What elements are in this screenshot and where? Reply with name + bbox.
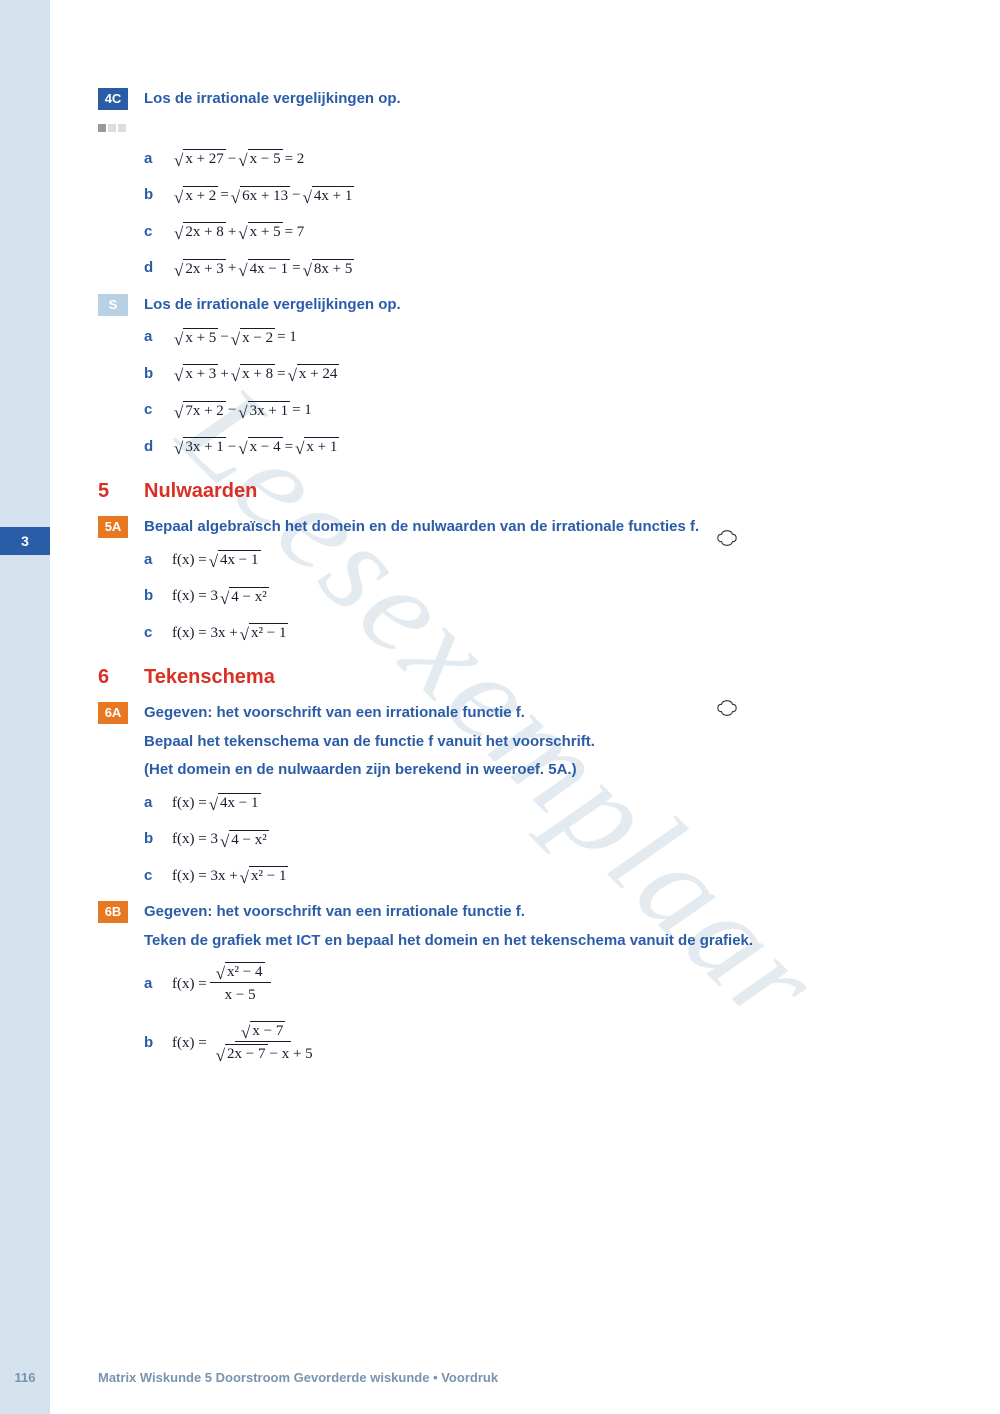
chapter-tab: 3 bbox=[0, 527, 50, 555]
equation-s-c: √7x + 2 − √3x + 1 = 1 bbox=[172, 399, 312, 422]
equation-s-d: √3x + 1 − √x − 4 = √x + 1 bbox=[172, 436, 341, 459]
label-d: d bbox=[144, 257, 172, 280]
label-b: b bbox=[144, 184, 172, 207]
cloud-icon bbox=[716, 698, 738, 718]
label-c: c bbox=[144, 221, 172, 244]
instruction-6a-2b: (Het domein en de nulwaarden zijn bereke… bbox=[144, 759, 868, 782]
function-6b-a: f(x) = √x² − 4 x − 5 bbox=[172, 962, 274, 1007]
exercise-6a: 6A Gegeven: het voorschrift van een irra… bbox=[98, 702, 868, 887]
exercise-5a: 5A Bepaal algebraïsch het domein en de n… bbox=[98, 516, 868, 644]
exercise-6b: 6B Gegeven: het voorschrift van een irra… bbox=[98, 901, 868, 1065]
equation-4c-b: √x + 2 = √6x + 13 − √4x + 1 bbox=[172, 184, 356, 207]
equation-s-a: √x + 5 − √x − 2 = 1 bbox=[172, 326, 297, 349]
function-6a-b: f(x) = 3 √4 − x² bbox=[172, 828, 271, 851]
instruction-6b-2: Teken de grafiek met ICT en bepaal het d… bbox=[144, 930, 764, 953]
label-a: a bbox=[144, 148, 172, 171]
function-5a-c: f(x) = 3x + √x² − 1 bbox=[172, 622, 290, 645]
badge-6a: 6A bbox=[98, 702, 128, 724]
page-number: 116 bbox=[0, 1368, 50, 1388]
badge-4c: 4C bbox=[98, 88, 128, 110]
instruction-4c: Los de irrationale vergelijkingen op. bbox=[144, 88, 401, 111]
badge-6b: 6B bbox=[98, 901, 128, 923]
equation-4c-c: √2x + 8 + √x + 5 = 7 bbox=[172, 221, 304, 244]
function-6a-c: f(x) = 3x + √x² − 1 bbox=[172, 865, 290, 888]
exercise-4c: 4C Los de irrationale vergelijkingen op.… bbox=[98, 88, 868, 280]
page-footer: 116 Matrix Wiskunde 5 Doorstroom Gevorde… bbox=[0, 1366, 1000, 1390]
function-6b-b: f(x) = √x − 7 √2x − 7 − x + 5 bbox=[172, 1021, 320, 1066]
page-content: 4C Los de irrationale vergelijkingen op.… bbox=[98, 88, 868, 1079]
footer-text: Matrix Wiskunde 5 Doorstroom Gevorderde … bbox=[98, 1368, 498, 1388]
section-6-header: 6 Tekenschema bbox=[98, 662, 868, 692]
equation-4c-d: √2x + 3 + √4x − 1 = √8x + 5 bbox=[172, 257, 356, 280]
equation-s-b: √x + 3 + √x + 8 = √x + 24 bbox=[172, 363, 341, 386]
difficulty-dots bbox=[98, 117, 868, 138]
function-5a-b: f(x) = 3 √4 − x² bbox=[172, 585, 271, 608]
function-6a-a: f(x) = √4x − 1 bbox=[172, 792, 263, 815]
instruction-6a-2a: Bepaal het tekenschema van de functie f … bbox=[144, 731, 868, 754]
instruction-5a: Bepaal algebraïsch het domein en de nulw… bbox=[144, 516, 699, 539]
equation-4c-a: √x + 27 − √x − 5 = 2 bbox=[172, 148, 304, 171]
instruction-s: Los de irrationale vergelijkingen op. bbox=[144, 294, 401, 317]
instruction-6a: Gegeven: het voorschrift van een irratio… bbox=[144, 702, 525, 725]
badge-s: S bbox=[98, 294, 128, 316]
exercise-s: S Los de irrationale vergelijkingen op. … bbox=[98, 294, 868, 459]
function-5a-a: f(x) = √4x − 1 bbox=[172, 549, 263, 572]
cloud-icon bbox=[716, 528, 738, 548]
badge-5a: 5A bbox=[98, 516, 128, 538]
left-margin-stripe bbox=[0, 0, 50, 1414]
instruction-6b: Gegeven: het voorschrift van een irratio… bbox=[144, 901, 525, 924]
section-5-header: 5 Nulwaarden bbox=[98, 476, 868, 506]
